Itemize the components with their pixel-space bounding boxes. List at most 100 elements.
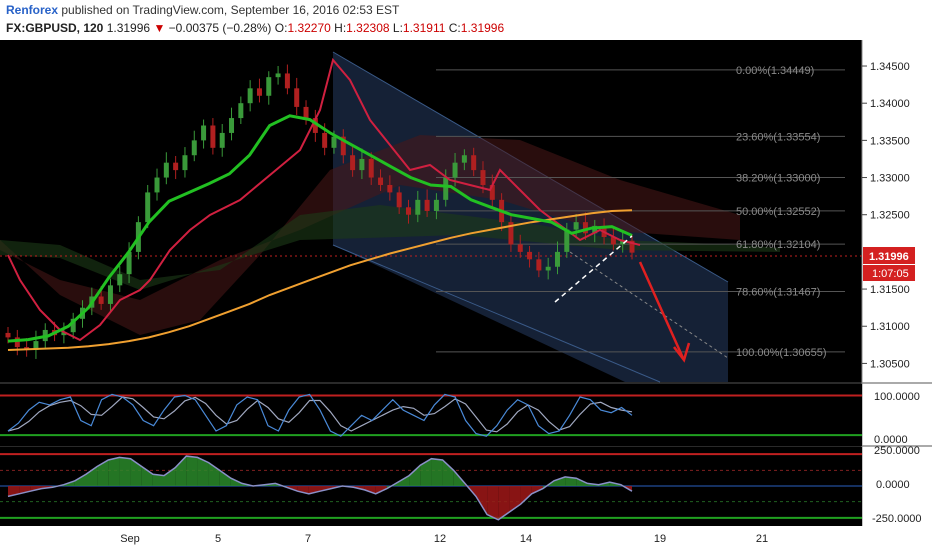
candle-body[interactable]: [359, 158, 365, 171]
author-link[interactable]: Renforex: [6, 3, 59, 17]
candle-body[interactable]: [592, 225, 598, 234]
macd-area-segment: [141, 466, 153, 486]
candle-body[interactable]: [182, 155, 188, 171]
candle-body[interactable]: [238, 103, 244, 119]
macd-line[interactable]: [7, 455, 633, 521]
macd-area-segment: [175, 456, 187, 486]
candle-body[interactable]: [368, 158, 374, 178]
candle-body[interactable]: [461, 155, 467, 163]
candle-body[interactable]: [396, 192, 402, 208]
candle-body[interactable]: [163, 162, 169, 178]
candle-body[interactable]: [284, 73, 290, 89]
countdown-badge: [863, 265, 915, 281]
candle-body[interactable]: [480, 170, 486, 185]
candle-body[interactable]: [564, 229, 570, 252]
candle-body[interactable]: [117, 274, 123, 286]
publish-info: published on TradingView.com, September …: [61, 3, 400, 17]
candle-body[interactable]: [98, 296, 104, 304]
candle-body[interactable]: [331, 136, 337, 148]
candle-body[interactable]: [471, 155, 477, 171]
candle-body[interactable]: [61, 332, 67, 336]
ichimoku-cloud-red: [0, 135, 740, 335]
candle-body[interactable]: [443, 177, 449, 200]
support-trendline[interactable]: [554, 235, 633, 303]
candle-body[interactable]: [266, 77, 272, 96]
forecast-arrow[interactable]: [638, 261, 685, 359]
candle-body[interactable]: [312, 118, 318, 133]
candle-body[interactable]: [610, 237, 616, 245]
chart-header: Renforex published on TradingView.com, S…: [0, 0, 932, 40]
candle-body[interactable]: [629, 240, 635, 253]
candle-body[interactable]: [415, 199, 421, 215]
price-chart-svg[interactable]: 0.00%(1.34449) 23.60%(1.33554) 38.20%(1.33…: [0, 40, 932, 550]
fast-ma-line[interactable]: [7, 114, 633, 343]
tenkan-line: [7, 57, 641, 342]
candle-body[interactable]: [173, 162, 179, 171]
candle-body[interactable]: [70, 318, 76, 333]
candle-body[interactable]: [322, 132, 328, 148]
candle-body[interactable]: [433, 199, 439, 211]
candle-body[interactable]: [107, 285, 113, 304]
candle-body[interactable]: [219, 132, 225, 148]
candle-body[interactable]: [573, 222, 579, 230]
candle-body[interactable]: [517, 244, 523, 252]
candle-body[interactable]: [303, 106, 309, 119]
ma200-line[interactable]: [7, 209, 633, 351]
candle-body[interactable]: [201, 125, 207, 141]
macd-area-segment: [364, 486, 376, 494]
macd-area-segment: [442, 460, 454, 486]
macd-area-segment: [197, 457, 209, 486]
time-axis[interactable]: [0, 526, 862, 550]
macd-area-segment: [186, 456, 198, 486]
price-axis[interactable]: [862, 40, 932, 550]
candle-body[interactable]: [350, 155, 356, 171]
fib-level-label: 50.00%(1.32552): [736, 206, 820, 218]
macd-area-segment: [431, 458, 443, 486]
candle-body[interactable]: [210, 125, 216, 148]
candle-body[interactable]: [126, 251, 132, 275]
price-change: −0.00375 (−0.28%): [168, 21, 272, 35]
macd-area-segment: [119, 457, 131, 486]
candle-body[interactable]: [489, 184, 495, 200]
candle-body[interactable]: [387, 184, 393, 193]
candle-body[interactable]: [154, 177, 160, 193]
forecast-arrowhead-icon: [673, 342, 691, 363]
candle-body[interactable]: [14, 337, 20, 348]
candle-body[interactable]: [545, 266, 551, 271]
candle-body[interactable]: [620, 240, 626, 245]
macd-bottom-label: -250.0000: [872, 513, 922, 525]
macd-area-segment: [487, 486, 499, 520]
candle-body[interactable]: [527, 251, 533, 260]
candle-body[interactable]: [191, 140, 197, 156]
macd-area-segment: [476, 486, 488, 515]
macd-area-segment: [74, 474, 86, 486]
candle-body[interactable]: [275, 73, 281, 78]
candle-body[interactable]: [378, 177, 384, 185]
stoch-k-line[interactable]: [7, 393, 633, 437]
candle-body[interactable]: [229, 118, 235, 133]
candle-body[interactable]: [582, 222, 588, 234]
candle-body[interactable]: [294, 88, 300, 107]
candle-body[interactable]: [452, 162, 458, 178]
macd-panel[interactable]: [0, 447, 862, 526]
candle-body[interactable]: [145, 192, 151, 223]
candle-body[interactable]: [33, 341, 39, 351]
candlesticks[interactable]: [5, 64, 635, 359]
candle-body[interactable]: [536, 259, 542, 271]
low-label: L:: [392, 21, 403, 35]
candle-body[interactable]: [256, 88, 262, 96]
candle-body[interactable]: [405, 207, 411, 215]
candle-body[interactable]: [340, 136, 346, 156]
stochastic-panel[interactable]: [0, 384, 862, 446]
candle-body[interactable]: [554, 251, 560, 267]
candle-body[interactable]: [5, 332, 11, 338]
time-tick-label: 21: [756, 533, 768, 545]
macd-area-segment: [219, 470, 231, 486]
last-price: 1.31996: [106, 21, 151, 35]
candle-body[interactable]: [508, 222, 514, 245]
candle-body[interactable]: [424, 199, 430, 211]
macd-top-label: 250.0000: [874, 445, 920, 457]
candle-body[interactable]: [247, 88, 253, 104]
current-price-text: 1.31996: [869, 251, 909, 263]
